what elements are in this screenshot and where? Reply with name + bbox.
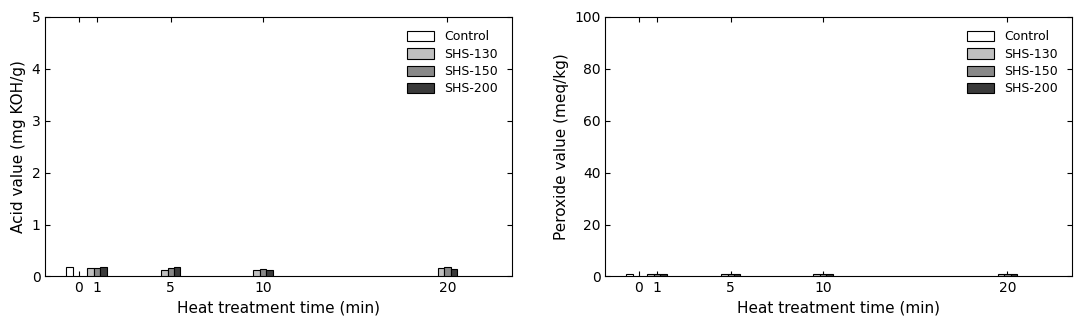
Bar [648, 274, 654, 276]
Bar [997, 274, 1004, 276]
Bar [266, 270, 273, 276]
Bar [66, 267, 73, 276]
Bar [1010, 274, 1017, 276]
Text: °C: °C [495, 69, 505, 78]
Bar [820, 274, 826, 276]
Bar [88, 268, 94, 276]
Bar [728, 274, 734, 276]
Text: °C: °C [1055, 69, 1065, 78]
Bar [826, 274, 833, 276]
Bar [94, 267, 101, 276]
Bar [161, 270, 168, 276]
Bar [168, 268, 174, 276]
Legend: Control, SHS-130, SHS-150, SHS-200: Control, SHS-130, SHS-150, SHS-200 [960, 23, 1066, 103]
Bar [444, 267, 451, 276]
Bar [101, 267, 107, 276]
X-axis label: Heat treatment time (min): Heat treatment time (min) [178, 301, 380, 316]
Bar [813, 274, 820, 276]
Text: °C
°C: °C °C [1055, 82, 1065, 101]
Y-axis label: Peroxide value (meq/kg): Peroxide value (meq/kg) [553, 53, 569, 240]
Y-axis label: Acid value (mg KOH/g): Acid value (mg KOH/g) [11, 60, 26, 233]
Bar [260, 269, 266, 276]
Bar [654, 274, 661, 276]
Legend: Control, SHS-130, SHS-150, SHS-200: Control, SHS-130, SHS-150, SHS-200 [400, 23, 506, 103]
Bar [1004, 274, 1010, 276]
Bar [734, 274, 741, 276]
Text: °C
°C: °C °C [495, 82, 505, 101]
Bar [438, 268, 444, 276]
Bar [174, 267, 181, 276]
X-axis label: Heat treatment time (min): Heat treatment time (min) [738, 301, 940, 316]
Bar [451, 269, 457, 276]
Bar [661, 274, 667, 276]
Bar [626, 274, 632, 276]
Bar [253, 270, 260, 276]
Bar [721, 274, 728, 276]
